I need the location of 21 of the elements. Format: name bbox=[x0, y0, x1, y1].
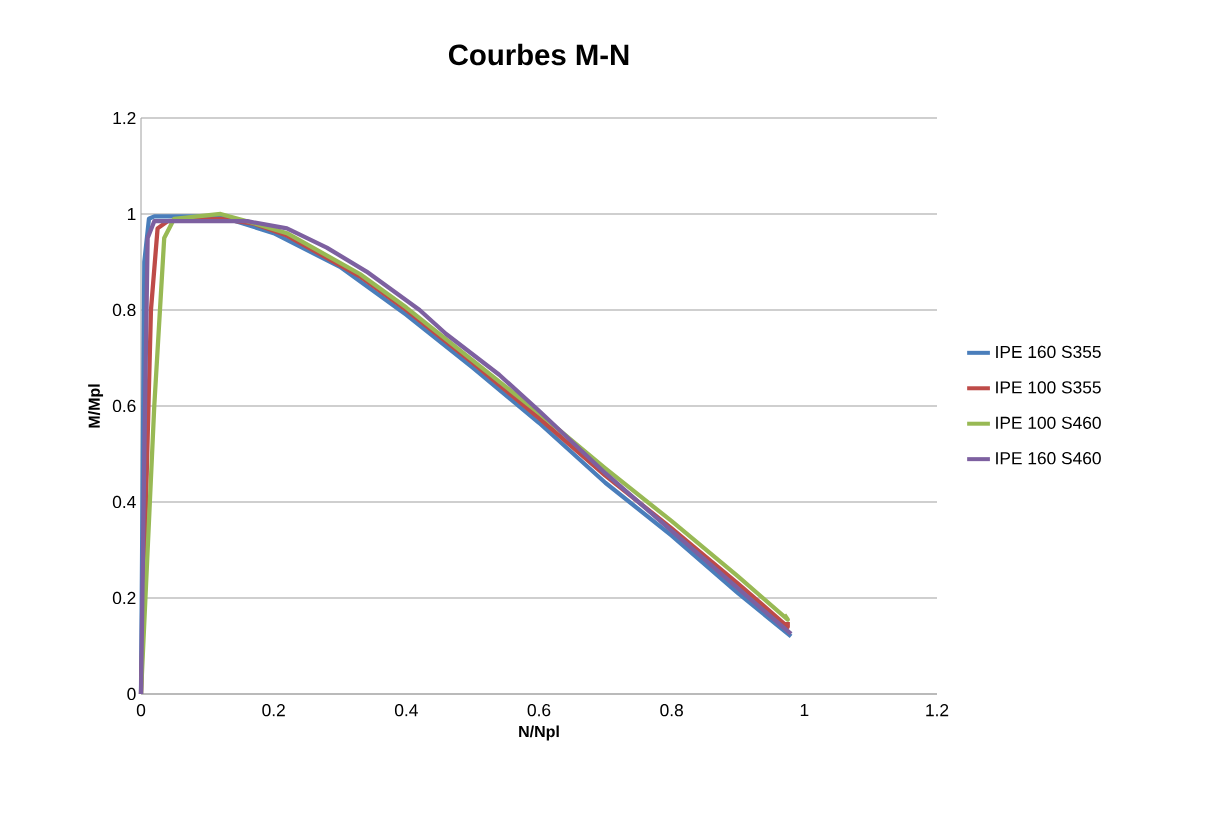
x-tick-label: 0.2 bbox=[262, 704, 285, 717]
legend-label: IPE 100 S355 bbox=[996, 381, 1101, 394]
x-tick-label: 0.8 bbox=[660, 704, 683, 717]
y-tick-label: 0.8 bbox=[112, 303, 136, 317]
x-tick-label: 1 bbox=[800, 704, 809, 716]
y-tick-label: 1 bbox=[127, 208, 136, 220]
y-tick-label: 0 bbox=[127, 687, 136, 701]
legend-label: IPE 160 S460 bbox=[996, 452, 1101, 465]
x-tick-label: 0 bbox=[136, 704, 146, 717]
y-axis-title: M/Mpl bbox=[88, 384, 104, 428]
legend-label: IPE 100 S460 bbox=[996, 416, 1101, 429]
x-axis-title: N/Npl bbox=[519, 725, 559, 741]
y-tick-label: 0.4 bbox=[112, 495, 136, 509]
y-tick-label: 0.2 bbox=[112, 591, 136, 605]
x-tick-label: 0.4 bbox=[394, 704, 418, 717]
x-tick-label: 1.2 bbox=[926, 704, 949, 717]
chart-title: Courbes M-N bbox=[448, 43, 629, 66]
y-tick-label: 0.6 bbox=[112, 399, 136, 413]
x-tick-label: 0.6 bbox=[527, 704, 551, 717]
legend-label: IPE 160 S355 bbox=[996, 345, 1101, 359]
y-tick-label: 1.2 bbox=[113, 111, 136, 125]
